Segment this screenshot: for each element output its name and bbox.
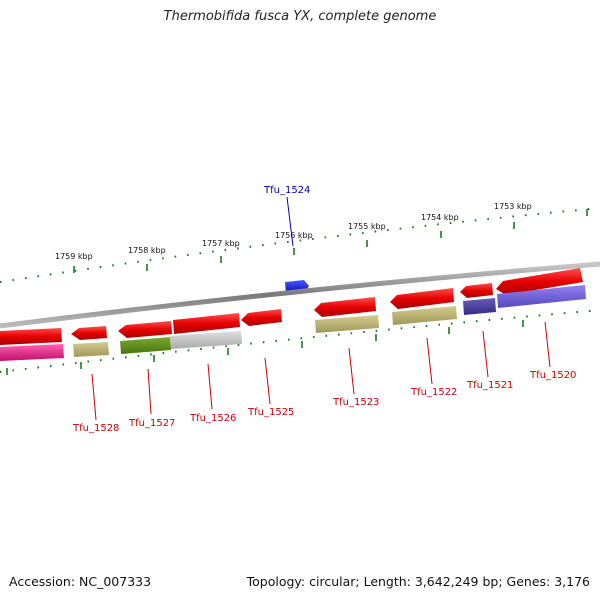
gene-arrow-tfu-1528[interactable]	[71, 326, 107, 340]
gene-label-connector	[286, 196, 294, 247]
gene-arrow-tfu-1525[interactable]	[241, 309, 282, 326]
cog-block	[0, 344, 64, 361]
cog-block	[392, 306, 457, 325]
outer-scale: 1759 kbp 1758 kbp 1757 kbp 1756 kbp 1755…	[0, 202, 600, 283]
gene-label-tfu-1522: Tfu_1522	[410, 387, 457, 398]
inner-scale	[0, 309, 600, 375]
genome-summary: Topology: circular; Length: 3,642,249 bp…	[246, 574, 590, 589]
scale-label: 1757 kbp	[202, 239, 240, 248]
gene-label-tfu-1525: Tfu_1525	[247, 407, 294, 418]
scale-label: 1758 kbp	[128, 246, 166, 255]
gene-label-tfu-1526: Tfu_1526	[189, 413, 236, 424]
cog-band	[0, 285, 586, 361]
cog-block	[463, 298, 496, 315]
accession-label: Accession: NC_007333	[9, 574, 152, 589]
scale-label: 1754 kbp	[421, 213, 459, 222]
scale-label: 1755 kbp	[348, 222, 386, 231]
gene-label-tfu-1528: Tfu_1528	[72, 423, 119, 434]
gene-arrow-tfu-1526[interactable]	[173, 313, 240, 334]
scale-label: 1756 kbp	[275, 231, 313, 240]
gene-arrow-tfu-1521[interactable]	[460, 283, 493, 298]
gene-arrow-tfu-1527[interactable]	[118, 321, 172, 338]
gene-arrow-offscreen[interactable]	[0, 328, 62, 345]
gene-label-tfu-1520: Tfu_1520	[529, 370, 576, 381]
gene-arrow-tfu-1522[interactable]	[390, 288, 454, 309]
cog-block	[73, 342, 109, 357]
cog-block	[315, 315, 379, 333]
cog-block	[497, 285, 586, 308]
gene-label-connectors	[91, 321, 551, 421]
genome-backbone	[0, 261, 600, 329]
gene-arrow-tfu-1520[interactable]	[496, 268, 583, 295]
gene-arrow-tfu-1523[interactable]	[314, 297, 376, 317]
cog-block	[170, 331, 242, 349]
genome-title: Thermobifida fusca YX, complete genome	[163, 9, 437, 24]
scale-label: 1753 kbp	[494, 202, 532, 211]
cog-block	[120, 337, 171, 354]
scale-label: 1759 kbp	[55, 252, 93, 261]
gene-label-tfu-1523: Tfu_1523	[332, 397, 379, 408]
gene-label-tfu-1527: Tfu_1527	[128, 418, 175, 429]
reverse-strand-genes	[0, 268, 583, 345]
gene-label-tfu-1521: Tfu_1521	[466, 380, 513, 391]
gene-label: Tfu_1524	[263, 185, 310, 196]
